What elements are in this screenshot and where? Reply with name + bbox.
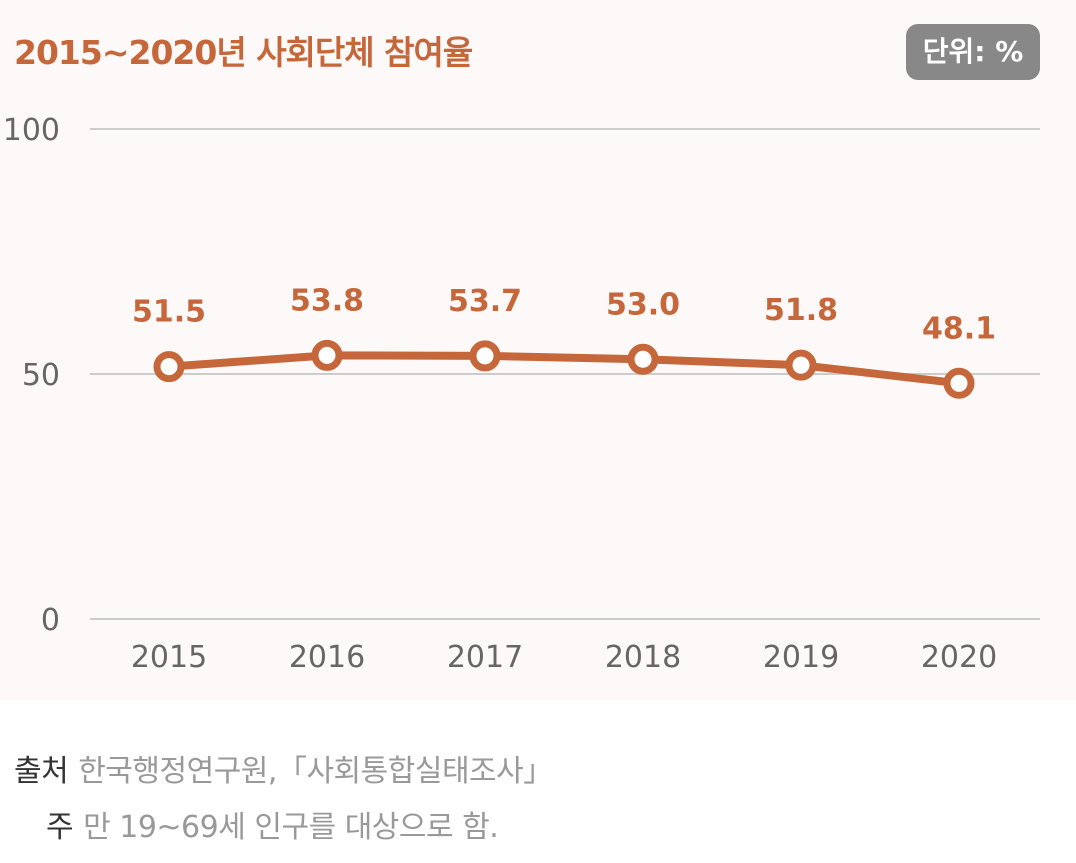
chart-panel xyxy=(0,0,1076,700)
y-tick-label: 0 xyxy=(41,603,60,638)
data-label: 51.8 xyxy=(764,293,838,328)
data-label: 53.0 xyxy=(606,287,680,322)
series-polyline xyxy=(165,351,963,388)
data-point xyxy=(311,339,343,371)
data-points xyxy=(153,339,975,399)
data-label: 53.8 xyxy=(290,283,364,318)
x-tick-label: 2016 xyxy=(289,640,365,675)
unit-badge: 단위: % xyxy=(906,24,1040,80)
x-tick-label: 2018 xyxy=(605,640,681,675)
data-point xyxy=(627,343,659,375)
series-line xyxy=(165,351,963,388)
data-label: 53.7 xyxy=(448,284,522,319)
x-tick-label: 2015 xyxy=(131,640,207,675)
data-point xyxy=(785,349,817,381)
population-note: 주 만 19~69세 인구를 대상으로 함. xyxy=(46,802,499,846)
data-point xyxy=(469,340,501,372)
x-axis-ticks: 2015 2016 2017 2018 2019 2020 xyxy=(131,640,997,675)
x-tick-label: 2020 xyxy=(921,640,997,675)
source-label: 출처 xyxy=(14,754,69,789)
note-text: 만 19~69세 인구를 대상으로 함. xyxy=(83,810,499,845)
data-label: 51.5 xyxy=(132,295,206,330)
y-tick-label: 50 xyxy=(22,358,60,393)
data-point xyxy=(943,367,975,399)
source-note: 출처 한국행정연구원,「사회통합실태조사」 xyxy=(14,746,553,790)
data-label: 48.1 xyxy=(922,311,996,346)
line-chart: 0 50 100 2015 2016 2017 2018 2019 2020 51.5 53.8… xyxy=(3,113,1040,675)
note-label: 주 xyxy=(46,810,74,845)
data-labels: 51.5 53.8 53.7 53.0 51.8 48.1 xyxy=(132,283,996,346)
chart-title: 2015~2020년 사회단체 참여율 xyxy=(14,33,473,72)
y-tick-label: 100 xyxy=(3,113,60,148)
x-tick-label: 2017 xyxy=(447,640,523,675)
data-point xyxy=(153,351,185,383)
source-text: 한국행정연구원,「사회통합실태조사」 xyxy=(78,754,553,789)
x-tick-label: 2019 xyxy=(763,640,839,675)
y-axis-ticks: 0 50 100 xyxy=(3,113,60,638)
